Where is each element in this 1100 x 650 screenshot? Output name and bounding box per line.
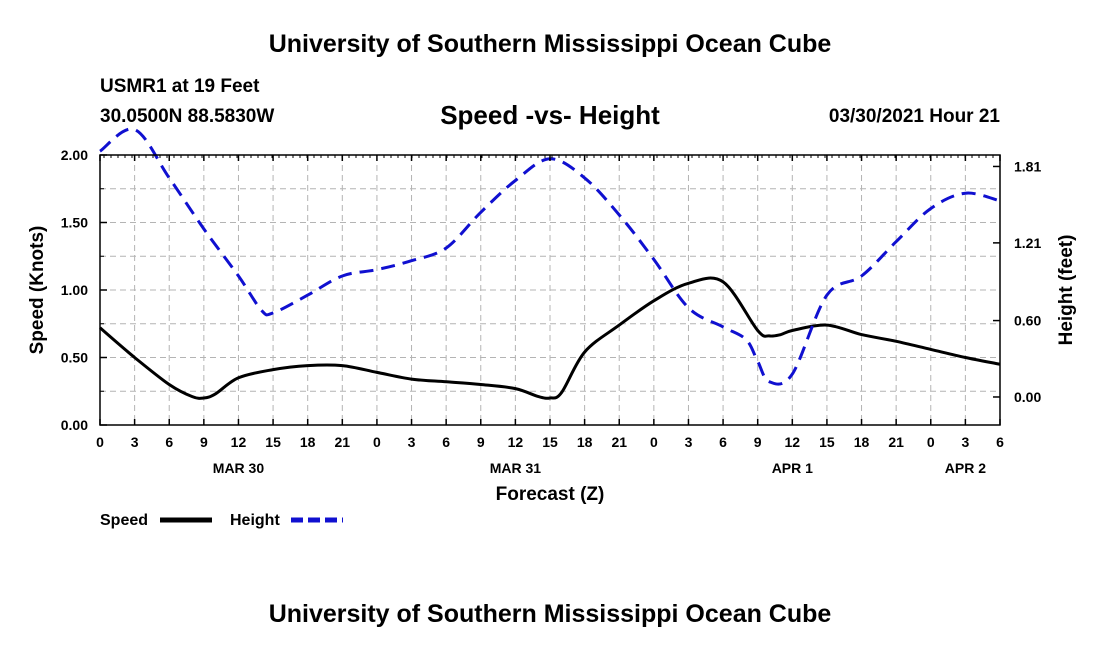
legend-label-height: Height [230, 512, 280, 529]
station-label: USMR1 at 19 Feet [100, 76, 260, 97]
y-axis-title: Speed (Knots) [27, 226, 48, 355]
x-tick-label: 21 [611, 434, 627, 450]
x-tick-label: 3 [131, 434, 139, 450]
date-label: APR 2 [945, 460, 986, 476]
x-tick-label: 9 [754, 434, 762, 450]
x-tick-label: 3 [408, 434, 416, 450]
y-tick-label: 0.50 [61, 350, 88, 366]
series-layer [99, 127, 1001, 400]
y-tick-label: 1.00 [61, 282, 88, 298]
x-axis-title: Forecast (Z) [496, 484, 605, 505]
date-label: APR 1 [772, 460, 813, 476]
chart-subtitle: Speed -vs- Height [440, 100, 660, 130]
x-tick-label: 6 [442, 434, 450, 450]
station-coordinates: 30.0500N 88.5830W [100, 106, 275, 127]
x-tick-label: 15 [542, 434, 558, 450]
y2-tick-label: 0.00 [1014, 389, 1041, 405]
legend: Speed Height [100, 512, 343, 529]
x-tick-label: 9 [477, 434, 485, 450]
x-tick-label: 18 [300, 434, 316, 450]
axis-ticks: 0 3 6 9 12 15 18 21 0 3 6 9 12 15 18 21 0 3 6 9 12 15 18 21 0 3 6 M… [61, 147, 1042, 476]
x-tick-label: 0 [927, 434, 935, 450]
chart-title: University of Southern Mississippi Ocean… [268, 30, 832, 58]
x-tick-label: 21 [888, 434, 904, 450]
legend-label-speed: Speed [100, 512, 148, 529]
x-tick-label: 15 [265, 434, 281, 450]
date-label: MAR 31 [490, 460, 542, 476]
footer-title: University of Southern Mississippi Ocean… [268, 600, 832, 628]
x-tick-label: 18 [577, 434, 593, 450]
x-tick-label: 6 [165, 434, 173, 450]
x-tick-label: 3 [961, 434, 969, 450]
forecast-timestamp: 03/30/2021 Hour 21 [828, 106, 1000, 127]
x-tick-label: 12 [508, 434, 524, 450]
grid [100, 155, 1000, 425]
x-tick-label: 0 [373, 434, 381, 450]
x-tick-label: 6 [719, 434, 727, 450]
date-label: MAR 30 [213, 460, 265, 476]
y-tick-label: 2.00 [61, 147, 88, 163]
x-tick-label: 15 [819, 434, 835, 450]
x-tick-label: 0 [650, 434, 658, 450]
x-tick-label: 0 [96, 434, 104, 450]
y-tick-label: 0.00 [61, 417, 88, 433]
x-tick-label: 21 [335, 434, 351, 450]
x-tick-label: 3 [685, 434, 693, 450]
y2-tick-label: 1.81 [1014, 158, 1041, 174]
speed-series-line [99, 276, 1001, 400]
x-tick-label: 9 [200, 434, 208, 450]
x-tick-label: 12 [785, 434, 801, 450]
y-tick-label: 1.50 [61, 215, 88, 231]
x-tick-label: 12 [231, 434, 247, 450]
y2-tick-label: 1.21 [1014, 235, 1041, 251]
x-tick-label: 18 [854, 434, 870, 450]
y2-axis-title: Height (feet) [1056, 235, 1077, 346]
x-tick-label: 6 [996, 434, 1004, 450]
height-series-line [99, 127, 1001, 386]
y2-tick-label: 0.60 [1014, 313, 1041, 329]
